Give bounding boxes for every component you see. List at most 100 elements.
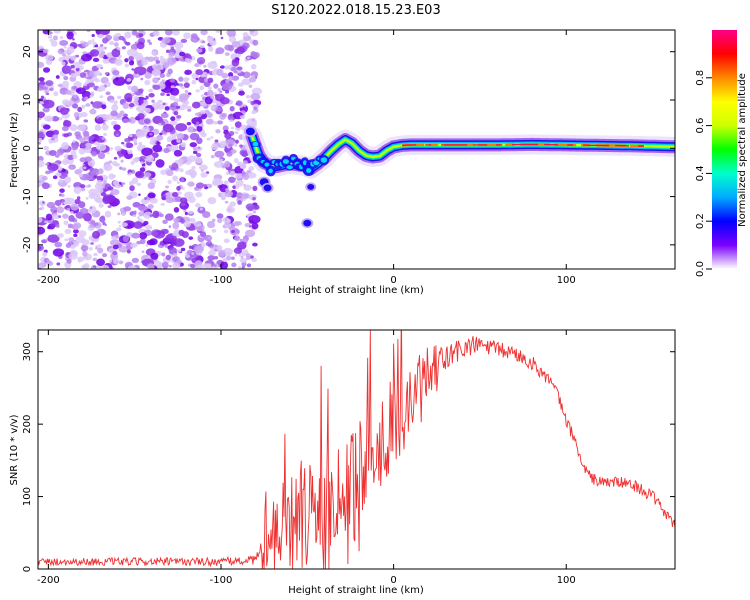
spectrogram-noise-speckle <box>239 164 247 170</box>
spectrogram-noise-speckle <box>76 124 87 132</box>
spectrogram-noise-speckle <box>78 173 83 178</box>
spectrogram-noise-speckle <box>96 63 103 69</box>
spectrogram-noise-speckle <box>242 198 246 202</box>
spectrogram-noise-speckle <box>213 264 217 268</box>
spectrogram-noise-speckle <box>176 139 181 143</box>
spectrogram-noise-speckle <box>235 250 240 254</box>
spectrogram-noise-speckle <box>117 47 121 51</box>
spectrogram-noise-speckle <box>126 249 131 254</box>
spectrogram-noise-speckle <box>220 192 225 198</box>
spectrogram-noise-speckle <box>136 105 146 113</box>
colorbar-gradient <box>712 30 737 269</box>
spectrogram-noise-speckle <box>229 170 236 176</box>
spectrogram-noise-speckle <box>134 142 138 146</box>
spectrogram-noise-speckle <box>184 254 191 258</box>
spectrogram-noise-speckle <box>75 87 86 95</box>
spectrogram-noise-speckle <box>47 35 53 39</box>
spectrogram-noise-speckle <box>151 99 155 103</box>
spectrogram-noise-speckle <box>38 159 45 168</box>
spectrogram-noise-speckle <box>102 194 116 203</box>
spectrogram-noise-speckle <box>207 77 214 84</box>
spectrogram-noise-speckle <box>184 100 190 105</box>
spectrogram-noise-speckle <box>184 89 189 94</box>
spectrogram-noise-speckle <box>112 174 116 179</box>
spectrogram-noise-speckle <box>86 30 91 33</box>
spectrogram-noise-speckle <box>207 89 214 97</box>
spectrogram-noise-speckle <box>87 175 96 181</box>
spectrogram-noise-speckle <box>97 168 104 175</box>
spectrogram-noise-speckle <box>85 103 91 107</box>
spectrogram-noise-speckle <box>97 247 104 254</box>
spectrogram-noise-speckle <box>211 143 219 151</box>
spectrogram-noise-speckle <box>217 88 222 92</box>
spectrogram-noise-speckle <box>220 36 224 40</box>
spectrogram-noise-speckle <box>136 240 142 245</box>
spectrogram-noise-speckle <box>252 51 260 59</box>
spectrogram-noise-speckle <box>57 233 64 238</box>
spectrogram-noise-speckle <box>91 151 97 157</box>
spectrogram-noise-speckle <box>110 189 120 196</box>
spectrogram-noise-speckle <box>173 98 180 103</box>
spectrogram-noise-speckle <box>218 249 226 257</box>
spectrogram-noise-speckle <box>113 103 117 107</box>
spectrogram-noise-speckle <box>165 197 174 204</box>
spectrogram-noise-speckle <box>101 136 106 140</box>
spectrogram-noise-speckle <box>42 48 49 54</box>
spectrogram-noise-speckle <box>73 233 78 238</box>
spectrogram-noise-speckle <box>183 82 190 89</box>
spectrogram-noise-speckle <box>210 136 214 139</box>
spectrogram-noise-speckle <box>229 105 235 112</box>
spectrogram-noise-speckle <box>223 229 229 234</box>
spectrogram-noise-speckle <box>165 169 174 177</box>
spectrogram-noise-speckle <box>163 147 170 154</box>
spectrogram-noise-speckle <box>122 102 130 109</box>
spectrogram-noise-speckle <box>118 245 129 253</box>
spectrogram-noise-speckle <box>195 157 203 164</box>
spectrogram-y-tick-label: -10 <box>22 188 33 204</box>
spectrogram-noise-speckle <box>115 133 119 137</box>
spectrogram-noise-speckle <box>168 225 172 228</box>
spectrogram-noise-speckle <box>206 112 213 118</box>
spectrogram-noise-speckle <box>167 68 173 75</box>
spectrogram-noise-speckle <box>144 79 151 86</box>
spectrogram-noise-speckle <box>229 119 234 123</box>
spectrogram-noise-speckle <box>200 94 205 98</box>
spectrogram-noise-speckle <box>180 142 187 148</box>
spectrogram-noise-speckle <box>132 157 140 163</box>
spectrogram-noise-speckle <box>59 107 69 115</box>
spectrogram-noise-speckle <box>133 221 144 229</box>
colorbar-tick-label: 0.6 <box>695 118 706 134</box>
spectrogram-noise-speckle <box>118 76 125 82</box>
spectrogram-noise-speckle <box>105 91 111 96</box>
spectrogram-noise-speckle <box>165 254 172 261</box>
spectrogram-noise-speckle <box>113 124 121 131</box>
spectrogram-noise-speckle <box>170 144 179 152</box>
spectrogram-noise-speckle <box>176 115 182 119</box>
spectrogram-noise-speckle <box>62 158 69 166</box>
spectrogram-noise-speckle <box>234 173 244 180</box>
spectrogram-noise-speckle <box>248 215 261 224</box>
spectrogram-noise-speckle <box>195 191 203 198</box>
spectrogram-noise-speckle <box>57 166 63 171</box>
spectrogram-noise-speckle <box>44 220 48 224</box>
spectrogram-noise-speckle <box>93 175 99 179</box>
spectrogram-noise-speckle <box>246 118 258 126</box>
spectrogram-spot <box>245 127 255 136</box>
spectrogram-noise-speckle <box>89 49 100 57</box>
spectrogram-noise-speckle <box>38 111 45 118</box>
snr-x-label: Height of straight line (km) <box>288 585 424 596</box>
spectrogram-noise-speckle <box>233 70 238 74</box>
spectrogram-noise-speckle <box>252 210 256 214</box>
spectrogram-noise-speckle <box>83 83 88 87</box>
snr-y-tick-label: 100 <box>22 487 33 506</box>
spectrogram-noise-speckle <box>192 150 198 154</box>
spectrogram-noise-speckle <box>141 147 153 157</box>
spectrogram-noise-speckle <box>178 76 184 82</box>
spectrogram-noise-speckle <box>239 144 243 148</box>
spectrogram-noise-speckle <box>175 105 181 109</box>
spectrogram-noise-speckle <box>97 186 104 194</box>
spectrogram-noise-speckle <box>38 141 41 145</box>
spectrogram-noise-speckle <box>74 131 81 137</box>
spectrogram-noise-speckle <box>162 123 174 133</box>
spectrogram-noise-speckle <box>70 250 78 256</box>
